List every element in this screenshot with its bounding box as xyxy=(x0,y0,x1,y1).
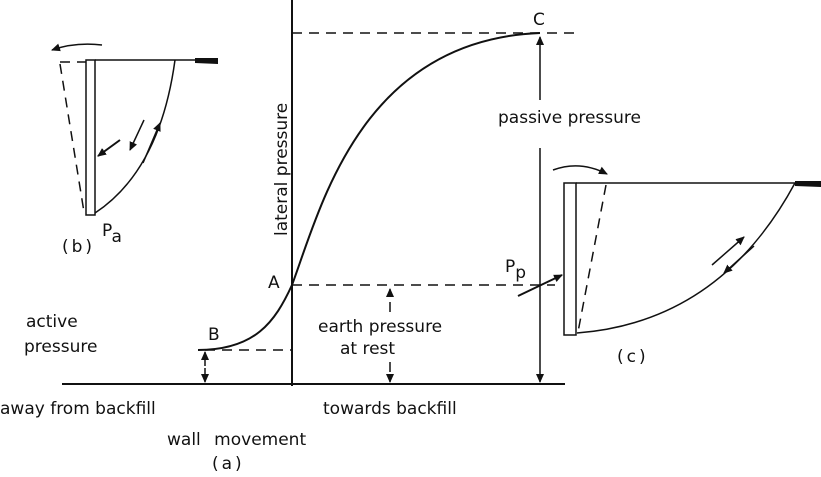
failure-surface xyxy=(94,59,176,214)
figure-b-caption: (b) xyxy=(62,237,95,257)
retaining-wall xyxy=(85,59,96,216)
rotated-wall-line xyxy=(577,184,607,333)
figure-c-caption: (c) xyxy=(617,347,649,367)
retaining-wall xyxy=(563,182,577,336)
rotation-arrow-icon xyxy=(51,43,103,52)
force-pp-label: Pp xyxy=(505,257,526,283)
away-from-backfill-label: away from backfill xyxy=(0,399,156,419)
figure-a-caption: (a) xyxy=(212,454,245,474)
rotation-arrow-icon xyxy=(552,165,608,175)
ground-hatch-icon xyxy=(795,181,821,187)
force-pa-label: Pa xyxy=(102,221,122,247)
lateral-pressure-label: lateral pressure xyxy=(272,103,292,236)
passive-pressure-label: passive pressure xyxy=(498,108,641,128)
slip-arrow-down xyxy=(723,245,755,274)
point-b-label: B xyxy=(208,325,220,345)
failure-surface xyxy=(576,182,796,334)
slip-arrow-up xyxy=(711,236,745,266)
figure-b: Pa (b) xyxy=(51,43,218,257)
passive-force-arrow xyxy=(517,274,563,297)
figure-a: C A B passive pressure lateral pressure … xyxy=(0,0,641,474)
rotated-wall-line xyxy=(59,63,85,213)
rest-pressure-label-2: at rest xyxy=(340,339,395,359)
active-pressure-label-2: pressure xyxy=(24,337,97,357)
wall-movement-label: wall movement xyxy=(167,430,306,450)
point-a-label: A xyxy=(268,273,280,293)
figure-c: Pp (c) xyxy=(505,165,821,367)
rest-pressure-label-1: earth pressure xyxy=(318,317,442,337)
slip-arrow-up xyxy=(142,122,161,164)
pressure-curve xyxy=(197,32,541,351)
active-force-arrow xyxy=(97,139,121,157)
towards-backfill-label: towards backfill xyxy=(323,399,457,419)
point-c-label: C xyxy=(533,10,545,30)
active-pressure-label-1: active xyxy=(26,312,78,332)
ground-hatch-icon xyxy=(195,58,218,64)
slip-arrow-down xyxy=(129,119,145,151)
